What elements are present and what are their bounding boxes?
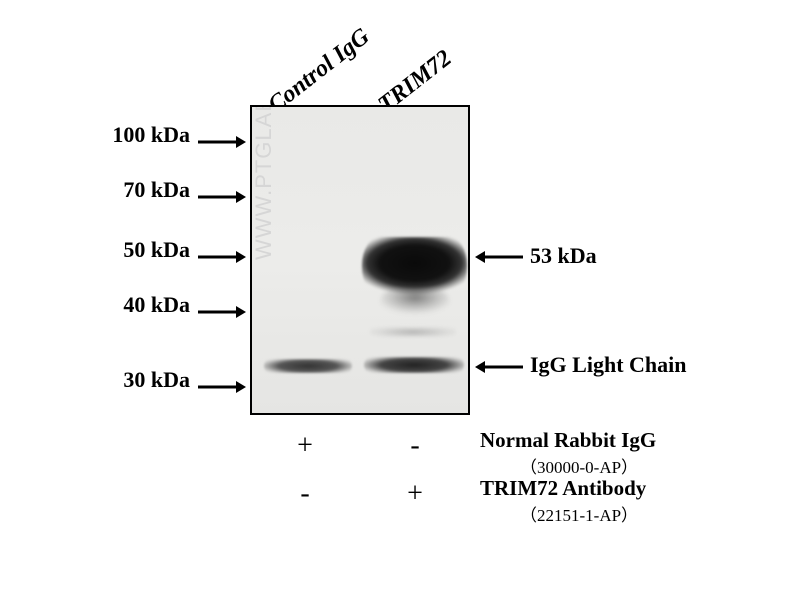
annotation-arrow-igg-light-chain — [475, 360, 523, 374]
treatment-value-r0c1: - — [400, 430, 430, 462]
band-faint-lane2 — [370, 327, 456, 337]
mw-arrow-40 — [198, 305, 243, 307]
western-blot-box: WWW.PTGLAB.COM — [250, 105, 470, 415]
mw-label-70: 70 kDa — [80, 177, 190, 203]
treatment-value-r0c0: + — [290, 430, 320, 462]
figure-container: Control IgG TRIM72 WWW.PTGLAB.COM 100 kD… — [80, 10, 720, 580]
treatment-sub-normal-rabbit-igg: （30000-0-AP） — [520, 453, 638, 478]
mw-arrow-50 — [198, 250, 243, 252]
treatment-label-normal-rabbit-igg: Normal Rabbit IgG — [480, 428, 656, 453]
mw-label-40: 40 kDa — [80, 292, 190, 318]
treatment-value-r1c0: - — [290, 478, 320, 510]
mw-label-50: 50 kDa — [80, 237, 190, 263]
treatment-sub-trim72-antibody: （22151-1-AP） — [520, 501, 638, 526]
band-igg-light-chain-lane2 — [364, 357, 464, 373]
mw-label-100: 100 kDa — [80, 122, 190, 148]
mw-arrow-70 — [198, 190, 243, 192]
annotation-arrow-53kda — [475, 250, 523, 264]
watermark-text: WWW.PTGLAB.COM — [251, 105, 277, 260]
mw-label-30: 30 kDa — [80, 367, 190, 393]
mw-arrow-100 — [198, 135, 243, 137]
band-trim72-smear — [380, 289, 450, 317]
treatment-value-r1c1: + — [400, 478, 430, 510]
band-igg-light-chain-lane1 — [264, 359, 352, 373]
band-trim72-53kda — [362, 237, 467, 295]
annotation-label-igg-light-chain: IgG Light Chain — [530, 352, 687, 378]
annotation-label-53kda: 53 kDa — [530, 243, 597, 269]
treatment-label-trim72-antibody: TRIM72 Antibody — [480, 476, 646, 501]
mw-arrow-30 — [198, 380, 243, 382]
